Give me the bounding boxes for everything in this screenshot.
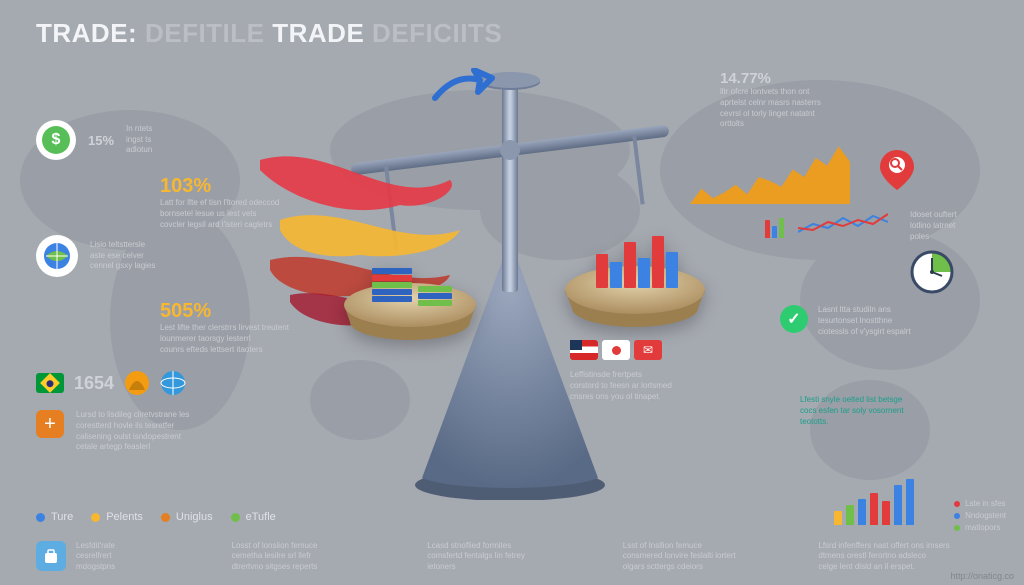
stat-1477: 14.77%	[720, 70, 920, 87]
bars-icon-block: Idoset ouftert lotlino latrnet poles	[760, 210, 990, 242]
footer-row: Lesfdit'ratecesrelfrertmdogstpns Losst of…	[36, 541, 988, 573]
globe-l2: aste ese celver	[90, 251, 190, 262]
ts-l1: lltr ofcre lontvets thon ont	[720, 87, 920, 98]
footer-segment: Losst of lonslion femucecemetha lesilre …	[232, 541, 402, 573]
ft-l3: cnsres ons you ol tinapet.	[570, 392, 750, 403]
globe-l1: Lisio teltsttersle	[90, 240, 190, 251]
stat-505: 505%	[160, 300, 360, 323]
mid-flags: ✉	[570, 340, 662, 360]
ts-l3: cevrsl ol torly linget natatnt	[720, 109, 920, 120]
flag-jp	[602, 340, 630, 360]
arrow-up-icon	[430, 68, 500, 108]
footer-segment: Lsst of Insllion femuceconsmered lonvire…	[623, 541, 793, 573]
stat-103-l1: Latt for lfte ef tisn l'ltored odeccod	[160, 198, 360, 209]
dollar-ring: $	[36, 120, 76, 160]
left-pan	[340, 250, 480, 340]
stat-15: 15%	[88, 133, 114, 148]
footer-segment: Lesfdit'ratecesrelfrertmdogstpns	[36, 541, 206, 573]
tt-l1: Lfesti snyle oelted list betsge	[800, 395, 990, 406]
tt-l3: teototts.	[800, 417, 990, 428]
flag-stat-row: 1654	[36, 370, 186, 396]
stat-505-block: 505% Lest lifte ther clerstrrs lirvest t…	[160, 300, 360, 355]
tt-l2: cocs esfen tar soly vosornent	[800, 406, 990, 417]
source-url: http://onaticg.co	[950, 571, 1014, 581]
gc-l3: ciotessls of v'ysgirt espalrt	[818, 327, 978, 338]
bi-l1: Idoset ouftert	[910, 210, 990, 221]
footer-segment: Lfsrd infenffers nast offert ons imsersd…	[818, 541, 988, 573]
right-pan	[560, 220, 710, 330]
main-legend: Ture Pelents Uniglus eTufle	[36, 511, 276, 523]
dollar-t1: In ntets	[126, 124, 206, 135]
ts-l2: aprtelst celnr masrs nasterrs	[720, 98, 920, 109]
plus-l4: cetale artegp feaslerl	[76, 442, 246, 453]
search-pin-icon	[880, 150, 914, 190]
bi-l3: poles	[910, 232, 990, 243]
legend-item: Ture	[36, 511, 73, 523]
globe-icon	[42, 241, 72, 271]
corner-bars	[834, 479, 914, 525]
flag-mail-icon: ✉	[634, 340, 662, 360]
legend-item: Uniglus	[161, 511, 213, 523]
ts-l4: orttolts	[720, 119, 920, 130]
stat-505-l1: Lest lifte ther clerstrrs lirvest treute…	[160, 323, 360, 334]
orb-orange-icon	[124, 370, 150, 396]
dollar-t3: adlotun	[126, 145, 206, 156]
plus-l3: calisening oulst isndopestrent	[76, 432, 246, 443]
footer-segment: Lcasd stnoflied formitescomsfertd fental…	[427, 541, 597, 573]
gc-l2: tesurtonset lnostthne	[818, 316, 978, 327]
title-part3: Trade	[272, 18, 364, 48]
top-right-stat: 14.77% lltr ofcre lontvets thon ont aprt…	[720, 70, 920, 130]
dollar-icon: $	[42, 126, 70, 154]
stat-505-l3: counrs efteds lettsert itaoters	[160, 345, 360, 356]
title-part4: deficiits	[372, 18, 502, 48]
stat-103: 103%	[160, 175, 360, 198]
ft-l2: corstord to feesn ar lortsmed	[570, 381, 750, 392]
stat-1654: 1654	[74, 373, 114, 394]
page-title: TRADE: defitile Trade deficiits	[36, 18, 502, 49]
globe-block: Lisio teltsttersle aste ese celver cenne…	[36, 235, 190, 277]
flag-brazil	[36, 373, 64, 393]
stat-103-l3: covcler legsil ard l'isteri cagletrs	[160, 220, 360, 231]
legend-item: eTufle	[231, 511, 276, 523]
stat-505-l2: lounmerer taorsgy lesterrl	[160, 334, 360, 345]
mid-flags-text: Leffistinsde frertpets corstord to feesn…	[570, 370, 750, 402]
stat-103-l2: bornsetel lesue us lest vets	[160, 209, 360, 220]
check-icon: ✓	[780, 305, 808, 333]
plus-l1: Lursd to lisdileg cliretvstrane les	[76, 410, 246, 421]
plus-block: + Lursd to lisdileg cliretvstrane les co…	[36, 410, 246, 453]
flag-us	[570, 340, 598, 360]
title-part1: TRADE:	[36, 18, 137, 48]
title-part2: defitile	[145, 18, 265, 48]
orb-blue-icon	[160, 370, 186, 396]
left-dollar-block: $ 15% In ntets ingst ts adlotun	[36, 120, 206, 160]
green-check-block: ✓ Lasnt ltta studiln ans tesurtonset lno…	[780, 305, 990, 337]
bag-icon	[36, 541, 66, 571]
mini-bars-icon	[760, 210, 788, 238]
clock-icon	[910, 250, 954, 294]
orange-area-chart	[690, 140, 850, 204]
gc-l1: Lasnt ltta studiln ans	[818, 305, 978, 316]
legend-item: Pelents	[91, 511, 143, 523]
dollar-t2: ingst ts	[126, 135, 206, 146]
mini-line-chart	[798, 210, 888, 238]
bi-l2: lotlino latrnet	[910, 221, 990, 232]
plus-icon: +	[36, 410, 64, 438]
stat-103-block: 103% Latt for lfte ef tisn l'ltored odec…	[160, 175, 360, 230]
teal-text-block: Lfesti snyle oelted list betsge cocs esf…	[800, 395, 990, 427]
ft-l1: Leffistinsde frertpets	[570, 370, 750, 381]
plus-l2: corestterd hovle ils tesretfer	[76, 421, 246, 432]
globe-ring	[36, 235, 78, 277]
corner-legend: Lste in sfesNndogstentmatlopors	[954, 499, 1006, 535]
globe-l3: cennel gsxy lagies	[90, 261, 190, 272]
